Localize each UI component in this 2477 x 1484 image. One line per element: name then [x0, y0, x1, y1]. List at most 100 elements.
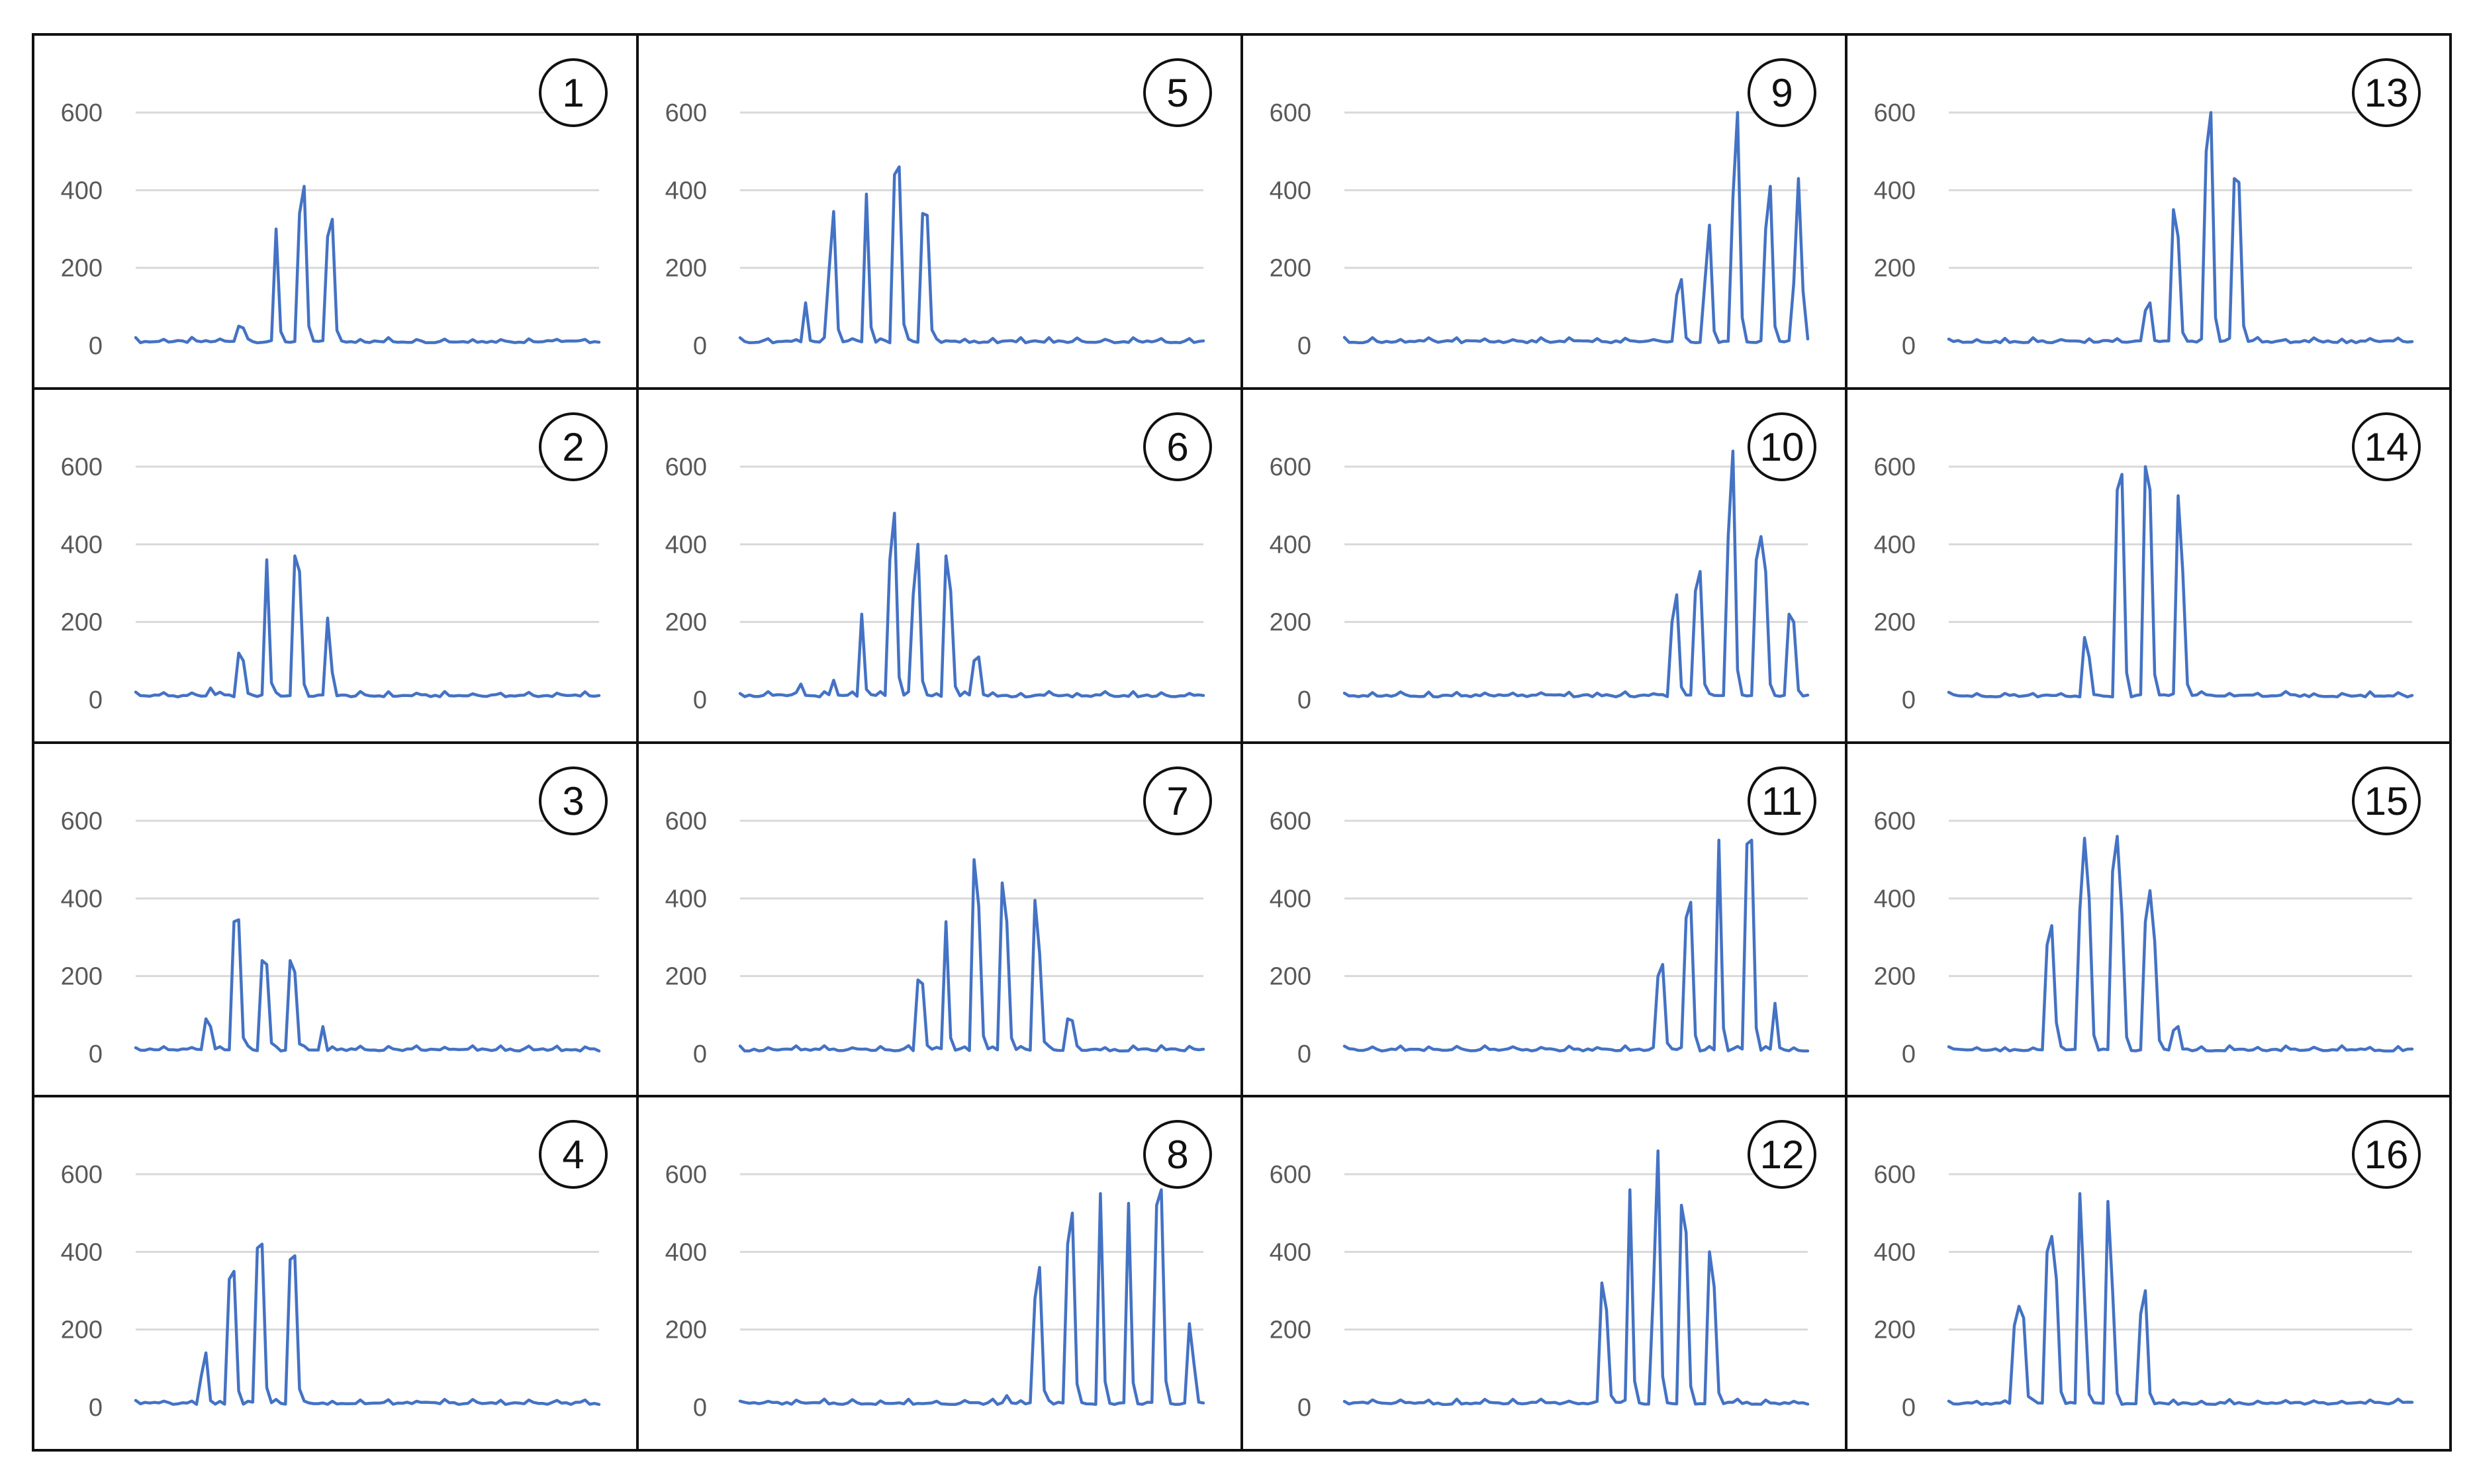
series-line — [1342, 449, 1810, 699]
panel-number-label: 11 — [1761, 779, 1802, 823]
panel-number-circle — [539, 766, 608, 835]
panel-number-label: 16 — [2364, 1133, 2409, 1177]
y-tick-label: 600 — [61, 1161, 103, 1189]
y-tick-label: 200 — [1874, 963, 1916, 991]
y-tick-label: 0 — [89, 332, 103, 360]
panel-9: 0 200 400 600 9 — [1240, 33, 1847, 390]
y-tick-label: 200 — [1874, 255, 1916, 283]
y-tick-label: 400 — [61, 1238, 103, 1266]
panel-11: 0 200 400 600 11 — [1240, 741, 1847, 1097]
series-line — [1947, 111, 2414, 345]
panel-number-circle — [1748, 1120, 1816, 1189]
panel-number-circle — [539, 58, 608, 127]
series-line — [1947, 465, 2414, 699]
y-tick-label: 200 — [665, 963, 707, 991]
panel-number-label: 10 — [1760, 425, 1804, 469]
panel-number-circle — [2352, 1120, 2421, 1189]
y-tick-label: 600 — [1874, 99, 1916, 127]
panel-15: 0 200 400 600 15 — [1845, 741, 2452, 1097]
y-tick-label: 200 — [61, 255, 103, 283]
panel-number-label: 15 — [2364, 779, 2409, 823]
panel-number-label: 5 — [1166, 71, 1188, 115]
y-tick-label: 600 — [1270, 453, 1311, 481]
panel-number-circle — [1748, 766, 1816, 835]
panel-number-label: 14 — [2364, 425, 2409, 469]
panel-13: 0 200 400 600 13 — [1845, 33, 2452, 390]
panel-10: 0 200 400 600 10 — [1240, 387, 1847, 744]
series-line — [1342, 1149, 1810, 1407]
y-tick-label: 400 — [665, 177, 707, 205]
panel-12: 0 200 400 600 12 — [1240, 1095, 1847, 1452]
panel-1: 0 200 400 600 1 — [32, 33, 639, 390]
panel-8: 0 200 400 600 8 — [636, 1095, 1243, 1452]
y-tick-label: 200 — [61, 609, 103, 637]
panel-number-circle — [539, 412, 608, 481]
y-tick-label: 400 — [1270, 177, 1311, 205]
panel-number-label: 9 — [1771, 71, 1793, 115]
panel-number-label: 7 — [1166, 779, 1188, 823]
panel-number-circle — [539, 1120, 608, 1189]
y-tick-label: 0 — [693, 1394, 707, 1422]
panel-number-label: 12 — [1760, 1133, 1804, 1177]
panel-14: 0 200 400 600 14 — [1845, 387, 2452, 744]
y-tick-label: 200 — [665, 609, 707, 637]
y-tick-label: 0 — [1902, 1041, 1916, 1068]
y-tick-label: 400 — [665, 1238, 707, 1266]
series-line — [738, 858, 1205, 1053]
y-tick-label: 200 — [1270, 963, 1311, 991]
panel-number-circle — [1748, 412, 1816, 481]
y-tick-label: 400 — [1874, 531, 1916, 559]
y-tick-label: 600 — [1270, 808, 1311, 835]
y-tick-label: 0 — [1902, 686, 1916, 714]
y-tick-label: 200 — [1270, 255, 1311, 283]
y-tick-label: 200 — [1270, 1317, 1311, 1344]
y-tick-label: 400 — [61, 531, 103, 559]
panel-number-circle — [1143, 58, 1212, 127]
panel-number-circle — [2352, 412, 2421, 481]
panel-number-circle — [2352, 766, 2421, 835]
panel-4: 0 200 400 600 4 — [32, 1095, 639, 1452]
y-tick-label: 200 — [1270, 609, 1311, 637]
y-tick-label: 0 — [1902, 332, 1916, 360]
y-tick-label: 0 — [89, 1041, 103, 1068]
panel-number-label: 13 — [2364, 71, 2409, 115]
panel-number-circle — [1748, 58, 1816, 127]
series-line — [738, 512, 1205, 699]
panel-number-label: 8 — [1166, 1133, 1188, 1177]
y-tick-label: 600 — [1874, 453, 1916, 481]
y-tick-label: 0 — [1297, 686, 1311, 714]
y-tick-label: 600 — [665, 1161, 707, 1189]
y-tick-label: 600 — [1270, 1161, 1311, 1189]
y-tick-label: 0 — [1902, 1394, 1916, 1422]
y-tick-label: 0 — [693, 332, 707, 360]
y-tick-label: 600 — [665, 808, 707, 835]
y-tick-label: 400 — [61, 885, 103, 913]
y-tick-label: 0 — [693, 686, 707, 714]
y-tick-label: 400 — [1270, 885, 1311, 913]
panel-frame — [1845, 1095, 2452, 1452]
y-tick-label: 600 — [1874, 1161, 1916, 1189]
y-tick-label: 200 — [61, 963, 103, 991]
panel-number-circle — [2352, 58, 2421, 127]
y-tick-label: 400 — [1874, 885, 1916, 913]
series-line — [738, 1188, 1205, 1407]
panel-7: 0 200 400 600 7 — [636, 741, 1243, 1097]
y-tick-label: 400 — [665, 531, 707, 559]
y-tick-label: 600 — [61, 808, 103, 835]
series-line — [134, 1242, 601, 1407]
panel-2: 0 200 400 600 2 — [32, 387, 639, 744]
y-tick-label: 400 — [1270, 1238, 1311, 1266]
panel-number-label: 2 — [562, 425, 584, 469]
panel-number-circle — [1143, 412, 1212, 481]
y-tick-label: 400 — [665, 885, 707, 913]
y-tick-label: 400 — [61, 177, 103, 205]
y-tick-label: 200 — [665, 1317, 707, 1344]
y-tick-label: 0 — [1297, 332, 1311, 360]
panel-3: 0 200 400 600 3 — [32, 741, 639, 1097]
series-line — [134, 185, 601, 345]
series-line — [134, 554, 601, 699]
series-line — [1947, 1192, 2414, 1407]
y-tick-label: 0 — [693, 1041, 707, 1068]
y-tick-label: 400 — [1874, 177, 1916, 205]
panel-6: 0 200 400 600 6 — [636, 387, 1243, 744]
